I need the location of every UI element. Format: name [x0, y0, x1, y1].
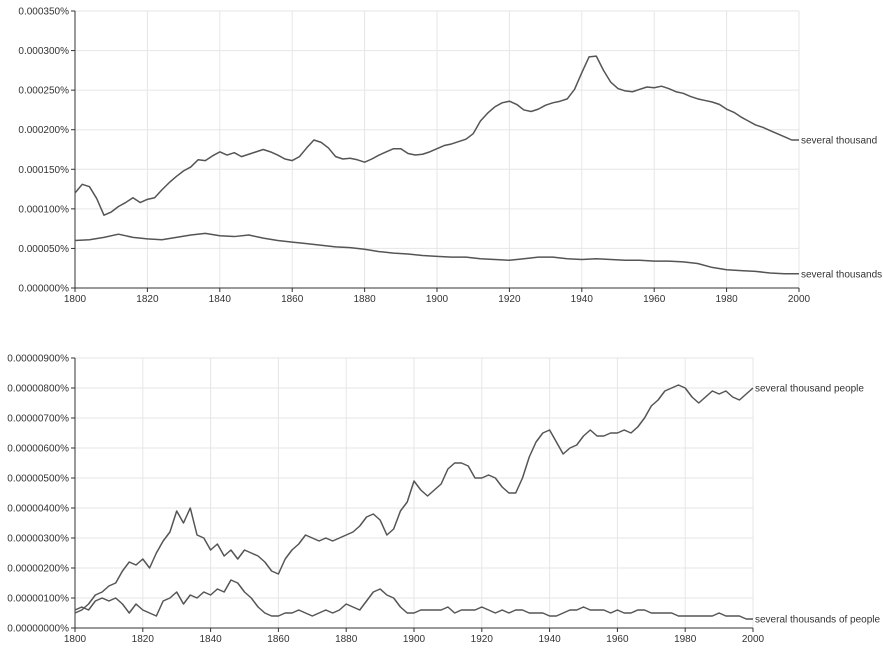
y-tick-label: 0.00000500%	[7, 474, 69, 485]
x-tick-label: 1820	[136, 294, 159, 305]
x-tick-label: 1920	[498, 294, 521, 305]
x-tick-label: 1880	[335, 634, 358, 644]
chart-svg-top: 1800 1820 1840 1860 1880 1900 1920 1940 1960 1980…	[18, 7, 882, 306]
x-tick-label: 1980	[715, 294, 738, 305]
y-tick-label: 0.00000200%	[7, 564, 69, 575]
y-tick-label: 0.00000400%	[7, 504, 69, 515]
y-tick-label: 0.000200%	[18, 125, 69, 136]
x-tick-label: 1820	[132, 634, 155, 644]
series-end-label: several thousands of people	[755, 615, 881, 626]
y-tick-label: 0.000300%	[18, 46, 69, 57]
x-tick-label: 1960	[606, 634, 629, 644]
x-tick-label: 1880	[353, 294, 376, 305]
x-tick-label: 1940	[538, 634, 561, 644]
y-tick-label: 0.000250%	[18, 86, 69, 97]
y-tick-label: 0.000350%	[18, 7, 69, 18]
x-tick-label: 1900	[426, 294, 449, 305]
line-chart-several-thousand: 1800 1820 1840 1860 1880 1900 1920 1940 1960 1980…	[0, 0, 883, 310]
series-line-several-thousand[interactable]	[74, 55, 799, 216]
x-tick-label: 1800	[64, 634, 87, 644]
line-chart-several-thousand-people: 1800 1820 1840 1860 1880 1900 1920 1940 1960 1980…	[0, 350, 883, 649]
y-tick-label: 0.00000800%	[7, 384, 69, 395]
y-tick-label: 0.000100%	[18, 204, 69, 215]
x-tick-label: 2000	[742, 634, 765, 644]
series-end-label: several thousand people	[755, 384, 864, 395]
y-tick-label: 0.00000600%	[7, 444, 69, 455]
y-tick-label: 0.000150%	[18, 165, 69, 176]
x-tick-label: 1840	[209, 294, 232, 305]
y-tick-label: 0.000000%	[18, 284, 69, 295]
x-tick-label: 1800	[64, 294, 87, 305]
y-tick-label: 0.00000000%	[7, 624, 69, 635]
x-tick-label: 1960	[643, 294, 666, 305]
x-tick-label: 1940	[571, 294, 594, 305]
x-tick-label: 1860	[267, 634, 290, 644]
series-line-several-thousands[interactable]	[74, 232, 799, 275]
y-tick-label: 0.000050%	[18, 244, 69, 255]
series-line-several-thousand-people[interactable]	[74, 384, 754, 614]
x-tick-label: 1860	[281, 294, 304, 305]
series-line-several-thousands-of-people[interactable]	[74, 579, 753, 620]
y-tick-label: 0.00000100%	[7, 594, 69, 605]
x-tick-label: 1980	[674, 634, 697, 644]
x-tick-label: 2000	[788, 294, 811, 305]
series-end-label: several thousands	[801, 269, 882, 280]
x-tick-label: 1840	[199, 634, 222, 644]
x-tick-label: 1920	[471, 634, 494, 644]
chart-svg-bottom: 1800 1820 1840 1860 1880 1900 1920 1940 1960 1980…	[7, 354, 881, 646]
y-tick-label: 0.00000700%	[7, 414, 69, 425]
series-end-label: several thousand	[801, 136, 877, 147]
y-tick-label: 0.00000900%	[7, 354, 69, 365]
y-tick-label: 0.00000300%	[7, 534, 69, 545]
x-tick-label: 1900	[403, 634, 426, 644]
